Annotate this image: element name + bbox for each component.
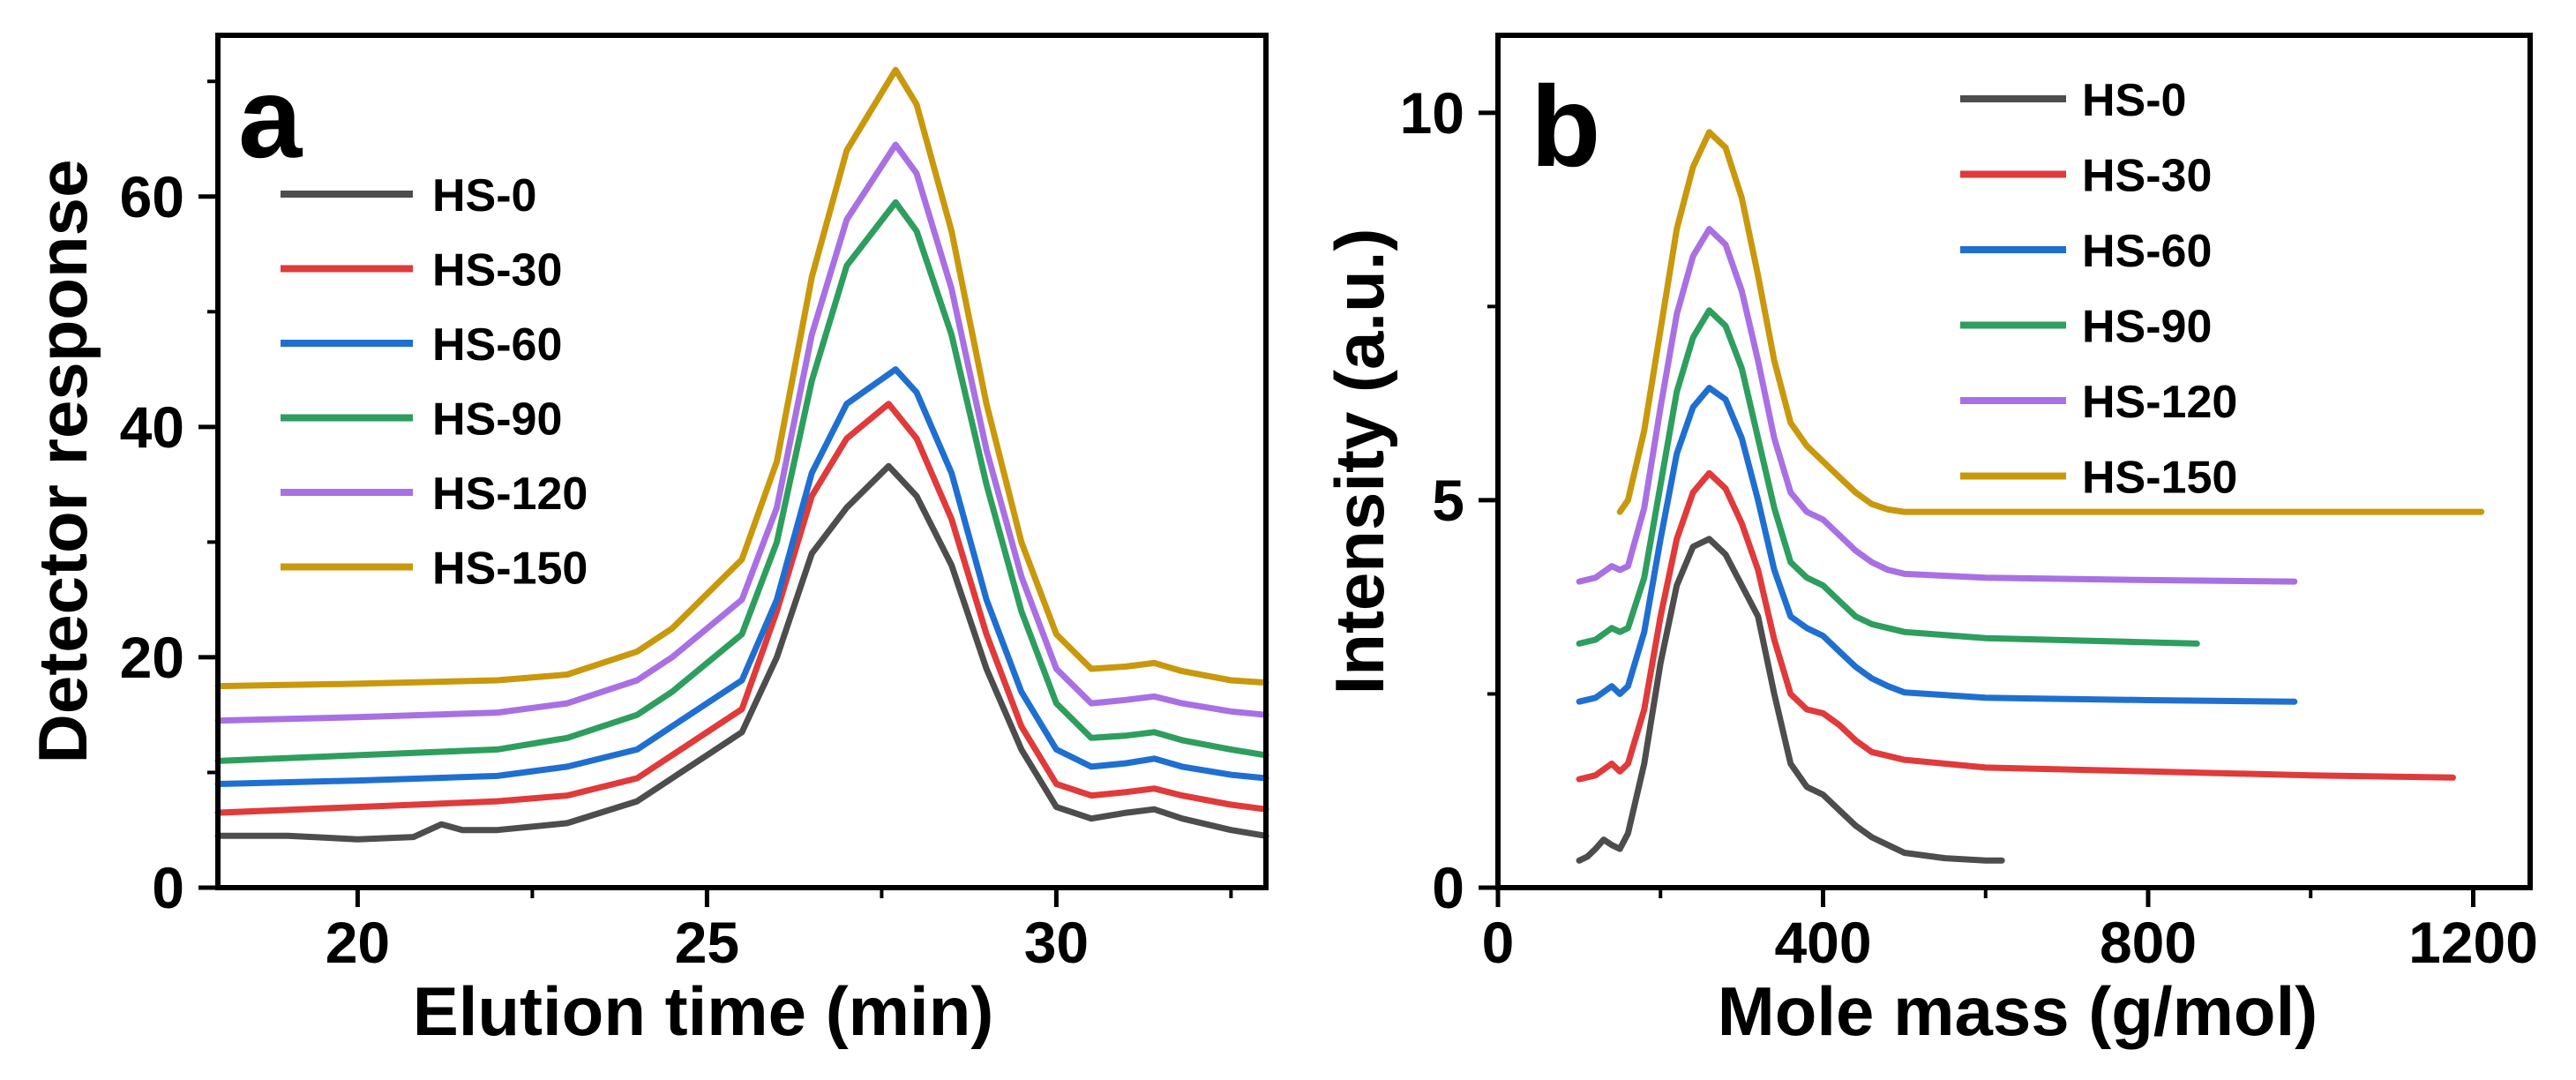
panel-a-legend-label-hs-90: HS-90 xyxy=(432,394,562,446)
panel-a-y-tick-label: 60 xyxy=(120,164,184,229)
panel-b-x-tick-label: 1200 xyxy=(2408,910,2538,975)
panel-b-y-tick-label: 10 xyxy=(1400,80,1464,146)
panel-a-x-axis-label: Elution time (min) xyxy=(413,972,994,1050)
panel-b-x-tick-label: 800 xyxy=(2100,910,2197,975)
panel-b-legend-label-hs-60: HS-60 xyxy=(2082,226,2212,277)
panel-b-legend-label-hs-90: HS-90 xyxy=(2082,302,2212,353)
panel-a-legend-label-hs-120: HS-120 xyxy=(432,469,588,520)
panel-a-x-tick-label: 20 xyxy=(326,910,390,975)
panel-b-series-hs-30 xyxy=(1576,469,2456,783)
panel-a-y-tick-label: 0 xyxy=(152,855,184,920)
panel-b-legend: HS-0 HS-30 HS-60 HS-90 HS-120 HS-150 xyxy=(1960,75,2237,504)
panel-a-series-layer xyxy=(214,66,1269,843)
panel-a-legend: HS-0 HS-30 HS-60 HS-90 HS-120 HS-150 xyxy=(281,170,588,595)
panel-b-y-tick-label: 5 xyxy=(1432,468,1464,533)
panel-a-y-axis-label: Detector response xyxy=(24,160,101,764)
panel-b-ticks-layer: 0 400 800 1200 0 5 10 xyxy=(1400,80,2538,975)
panel-a-series-hs-90 xyxy=(214,199,1269,764)
panel-b-y-tick-label: 0 xyxy=(1432,855,1464,920)
panel-b-y-axis-label: Intensity (a.u.) xyxy=(1321,229,1398,695)
panel-b-x-tick-label: 400 xyxy=(1774,910,1871,975)
panel-b-legend-label-hs-0: HS-0 xyxy=(2082,75,2186,126)
panel-a-legend-label-hs-60: HS-60 xyxy=(432,319,562,371)
panel-a: 20 25 30 0 20 40 60 a HS-0 HS-30 HS-60 HS-90 HS-12… xyxy=(24,33,1269,1050)
panel-a-series-hs-120 xyxy=(214,141,1269,724)
panel-a-x-tick-label: 25 xyxy=(675,910,739,975)
panel-b-series-hs-150 xyxy=(1616,129,2485,515)
panel-b-legend-label-hs-30: HS-30 xyxy=(2082,151,2212,202)
panel-b-series-layer xyxy=(1576,129,2485,864)
panel-a-letter: a xyxy=(238,53,303,182)
panel-a-series-hs-0 xyxy=(214,462,1269,843)
panel-b-letter: b xyxy=(1531,62,1600,191)
panel-a-ticks-layer: 20 25 30 0 20 40 60 xyxy=(120,79,1233,975)
panel-a-x-tick-label: 30 xyxy=(1024,910,1089,975)
panel-b-x-axis-label: Mole mass (g/mol) xyxy=(1718,972,2318,1050)
panel-a-legend-label-hs-150: HS-150 xyxy=(432,544,588,595)
panel-b-series-hs-0 xyxy=(1576,536,2005,864)
panel-b-x-tick-label: 0 xyxy=(1482,910,1515,975)
panel-a-plot-frame xyxy=(215,33,1269,890)
panel-b-legend-label-hs-120: HS-120 xyxy=(2082,377,2237,428)
panel-b-plot-frame xyxy=(1495,33,2533,890)
panel-a-legend-label-hs-0: HS-0 xyxy=(432,170,536,221)
panel-a-legend-label-hs-30: HS-30 xyxy=(432,245,562,296)
panel-a-y-tick-label: 40 xyxy=(120,394,184,460)
panel-a-series-hs-60 xyxy=(214,366,1269,787)
panel-a-series-hs-30 xyxy=(214,401,1269,816)
panel-b-series-hs-90 xyxy=(1576,307,2200,647)
panel-a-series-hs-150 xyxy=(214,66,1269,690)
panel-b-series-hs-120 xyxy=(1576,226,2298,585)
panel-a-y-tick-label: 20 xyxy=(120,625,184,690)
panel-b-legend-label-hs-150: HS-150 xyxy=(2082,453,2237,504)
panel-b-series-hs-60 xyxy=(1576,385,2298,705)
